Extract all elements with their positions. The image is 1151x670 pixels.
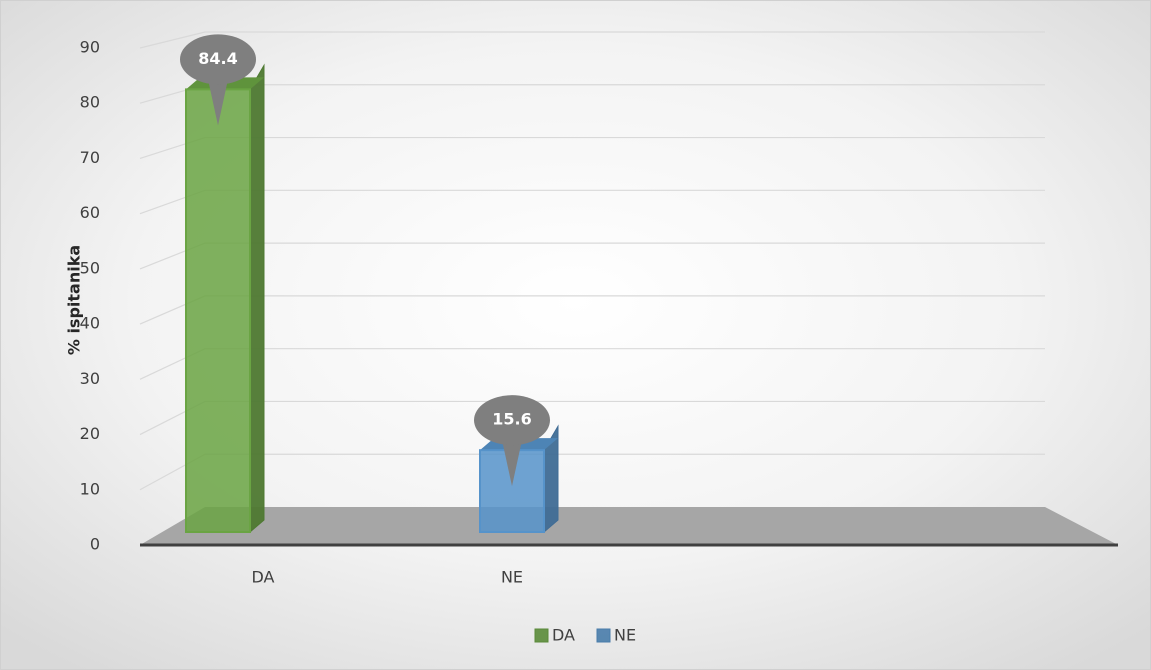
data-label-callout xyxy=(208,79,228,126)
legend-label: DA xyxy=(552,626,575,645)
y-tick-label: 0 xyxy=(90,535,100,554)
data-label: 15.6 xyxy=(492,410,531,429)
legend-swatch xyxy=(534,628,549,643)
y-tick-label: 40 xyxy=(80,314,100,333)
y-tick-label: 10 xyxy=(80,479,100,498)
x-tick-label: DA xyxy=(252,568,275,587)
bar-front xyxy=(185,88,251,533)
data-label-bubble xyxy=(180,34,256,85)
legend-swatch xyxy=(596,628,611,643)
data-label: 84.4 xyxy=(198,49,237,68)
x-tick-label: NE xyxy=(501,568,523,587)
y-axis-label: % ispitanika xyxy=(65,245,84,355)
floor xyxy=(140,507,1118,545)
bar-side xyxy=(249,63,265,534)
legend-label: NE xyxy=(614,626,636,645)
y-tick-label: 90 xyxy=(80,38,100,57)
data-label-bubble xyxy=(474,395,550,446)
y-tick-label: 80 xyxy=(80,93,100,112)
y-tick-label: 20 xyxy=(80,424,100,443)
y-tick-label: 30 xyxy=(80,369,100,388)
y-tick-label: 70 xyxy=(80,148,100,167)
grid-line xyxy=(139,31,1045,49)
y-tick-label: 50 xyxy=(80,258,100,277)
y-tick-label: 60 xyxy=(80,203,100,222)
bar xyxy=(185,63,265,534)
data-label-callout xyxy=(502,440,522,487)
